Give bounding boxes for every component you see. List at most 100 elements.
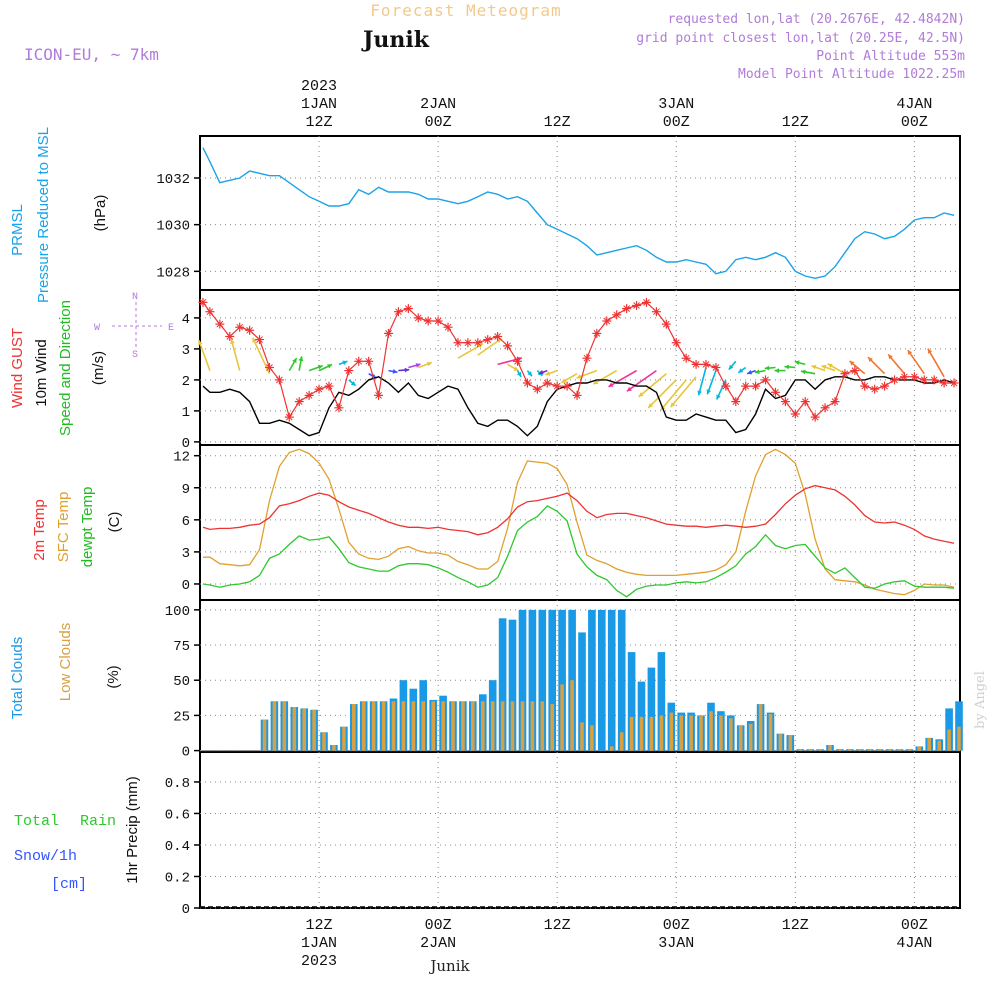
low-clouds-bar [709, 711, 713, 751]
gust-marker-d2 [791, 410, 799, 418]
top-time-label: 2JAN [420, 96, 456, 113]
wind-gust-marker [840, 369, 850, 379]
low-clouds-bar [788, 735, 793, 751]
gust-marker-d2 [672, 339, 680, 347]
wind-gust-marker [661, 319, 671, 329]
gust-marker-d2 [335, 404, 343, 412]
bottom-time-label: 12Z [306, 917, 333, 934]
wind-arrow-head [415, 363, 421, 368]
gust-marker-d2 [484, 336, 492, 343]
gust-marker-d2 [226, 333, 234, 340]
wind-direction-arrow [592, 369, 618, 385]
wind-ytick-label: 3 [182, 343, 190, 359]
wind-arrow-head [670, 402, 676, 408]
wind-gust-marker [890, 375, 900, 385]
low-clouds-bar [391, 701, 396, 751]
wind-gust-marker [255, 335, 265, 345]
gust-marker-d2 [613, 311, 621, 319]
wind-gust-marker [463, 338, 473, 348]
gust-marker-d2 [742, 382, 750, 390]
low-clouds-bar [451, 701, 455, 751]
gust-marker-d2 [861, 382, 869, 390]
wind-gust-marker [314, 384, 324, 394]
wind-gust-marker [780, 397, 790, 407]
wind-arrow-head [327, 364, 333, 369]
wind-gust-marker [711, 363, 721, 372]
low-clouds-bar [957, 726, 961, 751]
bottom-time-label: 1JAN [301, 935, 337, 952]
wind-gust-marker [820, 403, 830, 413]
total-clouds-bar [627, 652, 636, 751]
wind-arrow-head [907, 350, 913, 356]
gust-marker-d2 [712, 364, 720, 371]
wind-gust-marker [344, 366, 354, 376]
temperature-ytick-label: 0 [182, 578, 190, 594]
wind-arrow-head [404, 367, 410, 373]
wind-arrow-head [801, 369, 806, 375]
pressure-ytick-label: 1032 [156, 172, 190, 188]
wind-gust-marker [830, 397, 840, 407]
top-time-label: 00Z [425, 114, 452, 131]
wind-gust-marker [522, 378, 532, 388]
low-clouds-bar [332, 745, 336, 751]
precip-panel-frame [199, 751, 961, 909]
gust-marker-d2 [216, 320, 224, 328]
low-clouds-bar [570, 680, 574, 751]
wind-direction-arrow [477, 337, 502, 356]
wind-gust-marker [205, 307, 215, 317]
wind-gust-marker [721, 381, 731, 391]
snow-label: Snow/1h [14, 848, 77, 865]
wind-arrow-head [738, 368, 744, 373]
gust-marker-d2 [424, 317, 432, 325]
gust-marker-d2 [524, 379, 531, 387]
total-clouds-bar [538, 609, 547, 751]
gust-marker-d2 [911, 373, 918, 381]
low-clouds-bar [490, 701, 495, 751]
low-clouds-bar [342, 726, 346, 751]
wind-gust-marker [274, 375, 284, 385]
low-clouds-bar [272, 701, 277, 751]
gust-marker-d2 [434, 317, 442, 325]
low-clouds-bar [302, 708, 306, 751]
wind-arrow-head [794, 360, 800, 366]
wind-gust-marker [473, 338, 483, 348]
wind-arrow-head [317, 364, 323, 370]
wind-direction-arrow [697, 367, 707, 396]
top-time-label: 3JAN [658, 96, 694, 113]
low-clouds-bar [580, 722, 584, 751]
top-time-label: 1JAN [301, 96, 337, 113]
gust-marker-d2 [454, 339, 462, 347]
chart-title: Forecast Meteogram [370, 1, 561, 20]
wind-gust-marker [453, 338, 463, 348]
gust-marker-d2 [494, 333, 502, 340]
clouds-ytick-label: 0 [182, 745, 190, 761]
top-time-label: 12Z [306, 114, 333, 131]
gust-marker-d2 [295, 398, 303, 405]
low-clouds-bar [619, 732, 624, 751]
wind-arrow-head [716, 394, 721, 400]
low-clouds-bar [481, 701, 485, 751]
wind-arrow-head [298, 356, 304, 362]
gust-marker-d2 [276, 376, 283, 384]
wind-gust-marker [929, 375, 939, 385]
wind-arrow-head [927, 348, 933, 354]
wind-gust-marker [751, 381, 761, 391]
gust-marker-d2 [692, 361, 700, 368]
gust-marker-d2 [573, 392, 581, 399]
gust-marker-d2 [504, 342, 511, 350]
low-clouds-bar [699, 715, 703, 751]
gust-marker-d2 [623, 305, 630, 312]
wind-gust-marker [503, 341, 513, 351]
wind-direction-arrow [626, 369, 657, 392]
wind-arrow-head [516, 371, 522, 377]
bottom-time-label: 00Z [425, 917, 452, 934]
wind-gust-marker [850, 366, 860, 376]
low-clouds-bar [858, 749, 862, 751]
wind-arrow-head [342, 360, 348, 366]
low-clouds-bar [520, 701, 525, 751]
temp-2m-label: 2m Temp [31, 499, 48, 560]
wind-gust-marker [602, 316, 612, 326]
wind-gust-marker [403, 304, 413, 314]
low-clouds-bar [292, 707, 297, 751]
temperature-labels: 2m Temp SFC Temp dewpt Temp (C) [31, 487, 123, 568]
